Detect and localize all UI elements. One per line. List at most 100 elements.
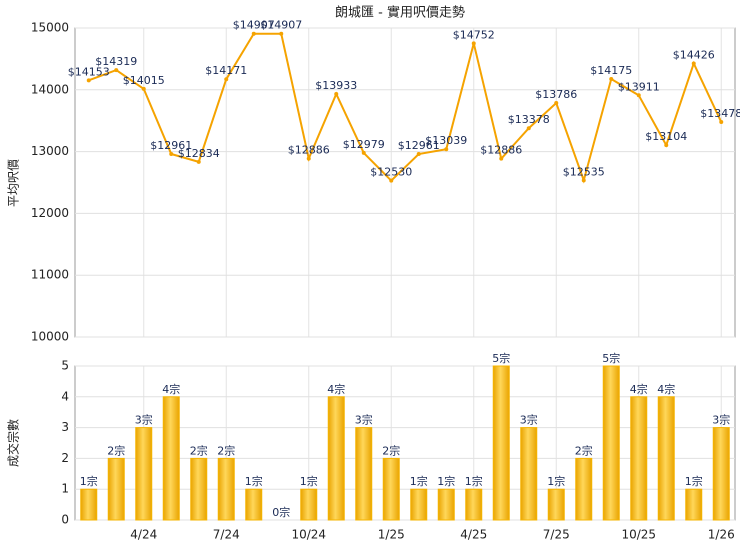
data-label: 3宗	[135, 413, 153, 427]
data-label: 5宗	[492, 351, 510, 365]
data-label: 2宗	[190, 443, 208, 457]
bar	[437, 488, 455, 521]
y-tick-label: 12000	[31, 206, 69, 220]
data-label: 4宗	[630, 382, 648, 396]
data-label: $12961	[150, 139, 192, 152]
x-tick-label: 10/24	[291, 528, 326, 542]
point	[334, 91, 339, 96]
data-label: $14175	[590, 64, 632, 77]
x-tick-label: 7/24	[213, 528, 240, 542]
data-label: $12834	[178, 147, 220, 160]
point	[554, 101, 559, 106]
data-label: $13378	[508, 113, 550, 126]
data-label: $12886	[480, 144, 522, 157]
line	[88, 32, 723, 184]
point	[279, 31, 284, 36]
data-label: $14015	[123, 74, 165, 87]
data-label: $13104	[645, 130, 687, 143]
data-label: 2宗	[217, 443, 235, 457]
data-label: $14153	[68, 65, 110, 78]
bar	[190, 457, 208, 521]
point	[114, 68, 119, 73]
point	[499, 156, 504, 161]
data-label: 3宗	[520, 413, 538, 427]
point	[306, 156, 311, 161]
point	[664, 143, 669, 148]
data-label: $12979	[343, 138, 385, 151]
y-tick-label: 0	[61, 513, 69, 527]
point	[691, 61, 696, 66]
bar	[657, 396, 675, 521]
x-tick-label: 7/25	[543, 528, 570, 542]
y-tick-label: 3	[61, 420, 69, 434]
point	[719, 120, 724, 125]
data-label: $14752	[453, 28, 495, 41]
point	[609, 76, 614, 81]
data-label: $13039	[425, 134, 467, 147]
bar	[602, 365, 620, 521]
x-tick-label: 1/25	[378, 528, 405, 542]
point	[526, 126, 531, 131]
data-label: 3宗	[712, 413, 730, 427]
data-label: $13933	[315, 79, 357, 92]
bar	[492, 365, 510, 521]
plot-area	[74, 27, 736, 338]
bar	[327, 396, 345, 521]
data-label: $14426	[673, 48, 715, 61]
x-tick-label: 4/25	[460, 528, 487, 542]
data-label: $14171	[205, 64, 247, 77]
bar	[630, 396, 648, 521]
point	[636, 93, 641, 98]
data-label: 1宗	[465, 474, 483, 488]
data-label: 2宗	[575, 443, 593, 457]
data-label: $13478	[700, 107, 740, 120]
y-axis-label: 平均呎價	[7, 159, 21, 207]
data-label: 2宗	[382, 443, 400, 457]
y-tick-label: 2	[61, 451, 69, 465]
point	[251, 31, 256, 36]
data-label: $13786	[535, 88, 577, 101]
data-label: 1宗	[437, 474, 455, 488]
data-label: 1宗	[547, 474, 565, 488]
bar	[410, 488, 428, 521]
y-tick-label: 10000	[31, 330, 69, 344]
point	[141, 86, 146, 91]
data-label: $14319	[95, 55, 137, 68]
point	[224, 77, 229, 82]
point	[169, 152, 174, 157]
y-tick-label: 5	[61, 359, 69, 373]
y-tick-label: 11000	[31, 268, 69, 282]
data-label: 1宗	[410, 474, 428, 488]
x-tick-label: 1/26	[708, 528, 735, 542]
bar	[355, 427, 373, 521]
point	[471, 41, 476, 46]
data-label: 1宗	[300, 474, 318, 488]
bar	[80, 488, 98, 521]
point	[389, 178, 394, 183]
data-label: 4宗	[327, 382, 345, 396]
bar	[575, 457, 593, 521]
y-tick-label: 1	[61, 482, 69, 496]
data-label: 4宗	[657, 382, 675, 396]
data-label: 4宗	[162, 382, 180, 396]
data-label: $12961	[398, 139, 440, 152]
data-label: $12530	[370, 166, 412, 179]
point	[196, 159, 201, 164]
data-label: 1宗	[80, 474, 98, 488]
bar	[382, 457, 400, 521]
y-tick-label: 4	[61, 389, 69, 403]
data-label: $13911	[618, 80, 660, 93]
data-label: $14907	[260, 19, 302, 32]
point	[361, 150, 366, 155]
y-tick-label: 15000	[31, 21, 69, 35]
data-label: 5宗	[602, 351, 620, 365]
data-label: 1宗	[685, 474, 703, 488]
y-tick-label: 14000	[31, 82, 69, 96]
y-axis-label: 成交宗數	[6, 419, 21, 467]
data-label: 0宗	[272, 505, 290, 519]
bar	[712, 427, 730, 521]
data-label: $12886	[288, 144, 330, 157]
data-label: 3宗	[355, 413, 373, 427]
bar	[245, 488, 263, 521]
